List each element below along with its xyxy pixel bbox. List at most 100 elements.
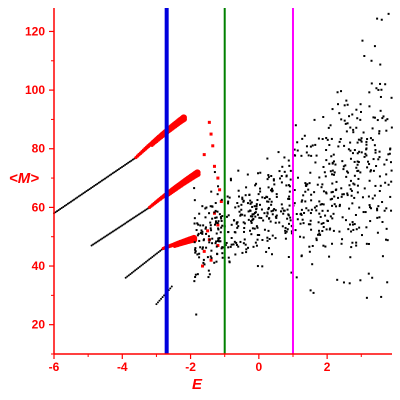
data-point bbox=[281, 165, 284, 168]
data-point bbox=[252, 245, 255, 248]
data-point bbox=[374, 151, 377, 154]
data-point bbox=[374, 184, 377, 187]
data-point bbox=[278, 221, 281, 224]
data-point bbox=[170, 285, 173, 288]
data-point bbox=[364, 152, 367, 155]
data-point bbox=[322, 203, 325, 206]
data-point bbox=[54, 211, 57, 214]
data-point bbox=[255, 182, 258, 185]
data-point bbox=[239, 213, 242, 216]
data-point bbox=[385, 207, 388, 210]
data-point bbox=[77, 195, 80, 198]
x-tick-label: 2 bbox=[324, 360, 331, 374]
data-point bbox=[101, 237, 104, 240]
data-point bbox=[198, 252, 201, 255]
data-point bbox=[321, 203, 324, 206]
data-point bbox=[220, 219, 223, 222]
data-point bbox=[226, 195, 229, 198]
data-point bbox=[363, 187, 366, 190]
data-point bbox=[209, 132, 213, 136]
data-point bbox=[373, 45, 376, 48]
data-point bbox=[383, 209, 386, 212]
data-point bbox=[331, 242, 334, 245]
data-point bbox=[65, 203, 68, 206]
y-tick-label: 100 bbox=[25, 83, 45, 97]
data-point bbox=[249, 209, 252, 212]
data-point bbox=[255, 244, 258, 247]
data-point bbox=[356, 170, 359, 173]
data-point bbox=[237, 195, 240, 198]
data-point bbox=[250, 221, 253, 224]
data-point bbox=[194, 250, 197, 253]
data-point bbox=[325, 136, 328, 139]
data-point bbox=[206, 256, 209, 259]
data-point bbox=[217, 220, 220, 223]
data-point bbox=[342, 165, 345, 168]
data-point bbox=[284, 229, 287, 232]
data-point bbox=[216, 223, 220, 227]
data-point bbox=[80, 193, 83, 196]
data-point bbox=[374, 149, 377, 152]
data-point bbox=[273, 208, 276, 211]
data-point bbox=[209, 258, 213, 262]
data-point bbox=[339, 138, 342, 141]
data-point bbox=[220, 198, 223, 201]
data-point bbox=[378, 132, 381, 135]
data-point bbox=[367, 160, 370, 163]
data-point bbox=[295, 276, 298, 279]
data-point bbox=[255, 208, 258, 211]
data-point bbox=[287, 159, 290, 162]
data-point bbox=[280, 203, 283, 206]
data-point bbox=[325, 149, 328, 152]
data-point bbox=[314, 161, 317, 164]
data-point bbox=[281, 225, 284, 228]
data-point bbox=[216, 193, 219, 196]
data-point bbox=[356, 141, 359, 144]
data-point bbox=[251, 205, 254, 208]
data-point bbox=[352, 128, 355, 131]
data-point bbox=[267, 186, 270, 189]
data-point bbox=[387, 12, 390, 15]
y-axis-label: <M> bbox=[9, 170, 39, 187]
data-point bbox=[142, 210, 145, 213]
data-point bbox=[93, 184, 96, 187]
reference-lines bbox=[164, 8, 294, 354]
data-point bbox=[381, 201, 384, 204]
data-point bbox=[210, 257, 213, 260]
data-point bbox=[281, 207, 284, 210]
data-point bbox=[350, 194, 353, 197]
data-point bbox=[198, 239, 201, 242]
data-point bbox=[279, 210, 282, 213]
data-point bbox=[233, 219, 236, 222]
data-point bbox=[377, 88, 380, 91]
data-point bbox=[365, 226, 368, 229]
data-point bbox=[282, 212, 285, 215]
data-point bbox=[268, 198, 271, 201]
data-point bbox=[124, 222, 127, 225]
data-point bbox=[97, 181, 100, 184]
data-point bbox=[378, 175, 381, 178]
data-point bbox=[342, 281, 345, 284]
data-point bbox=[213, 261, 216, 264]
data-point bbox=[287, 255, 290, 258]
data-point bbox=[245, 251, 248, 254]
data-point bbox=[237, 189, 240, 192]
data-point bbox=[245, 248, 248, 251]
data-point bbox=[334, 163, 337, 166]
data-point bbox=[288, 204, 291, 207]
data-point bbox=[300, 212, 303, 215]
data-point bbox=[376, 231, 379, 234]
data-point bbox=[321, 183, 324, 186]
data-point bbox=[346, 122, 349, 125]
data-point bbox=[199, 246, 202, 249]
data-point bbox=[360, 137, 363, 140]
data-point bbox=[289, 216, 292, 219]
data-point bbox=[196, 253, 199, 256]
data-point bbox=[204, 207, 207, 210]
data-point bbox=[242, 242, 245, 245]
data-point bbox=[129, 273, 132, 276]
data-point bbox=[377, 205, 380, 208]
data-point bbox=[366, 138, 369, 141]
data-point bbox=[369, 169, 372, 172]
data-point bbox=[367, 242, 370, 245]
